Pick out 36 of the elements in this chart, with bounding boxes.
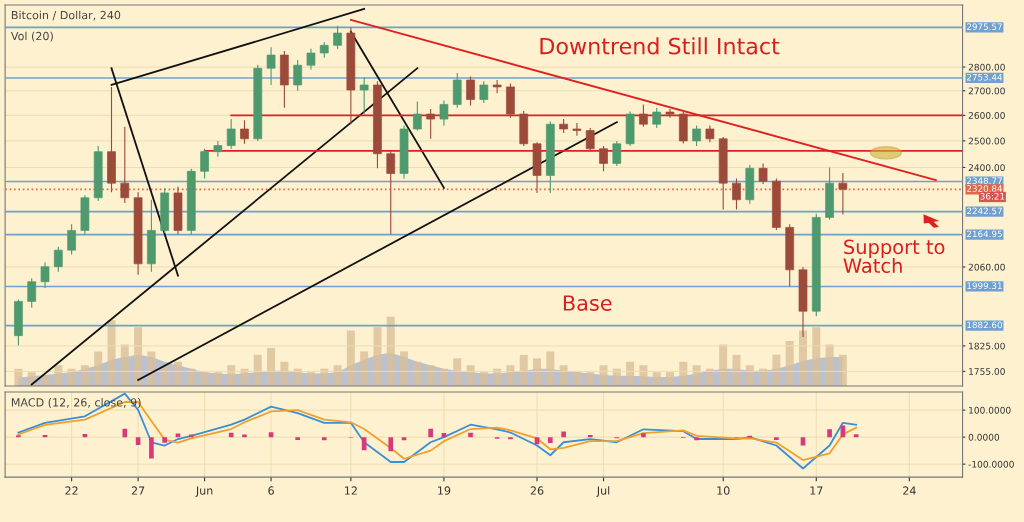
ref-line-label: 2320.84 bbox=[967, 185, 1003, 192]
text: 36:21 bbox=[980, 192, 1005, 200]
y-tick-label: 0.0000 bbox=[968, 433, 1000, 441]
y-tick-label: 2400.00 bbox=[968, 164, 1005, 172]
x-tick-label: 24 bbox=[903, 486, 916, 495]
y-tick-label: 1825.00 bbox=[969, 342, 1005, 350]
ref-line-label: 1999.31 bbox=[967, 282, 1002, 290]
x-tick-label: 19 bbox=[438, 486, 451, 495]
x-tick-label: 12 bbox=[345, 486, 357, 495]
x-tick-label: 10 bbox=[717, 486, 730, 495]
y-tick-label: 2060.00 bbox=[968, 263, 1005, 271]
x-tick-label: 6 bbox=[268, 486, 274, 495]
ref-line-label: 1882.60 bbox=[967, 321, 1002, 329]
chart-title: Bitcoin / Dollar, 240 bbox=[11, 10, 121, 21]
ref-line-label: 2242.57 bbox=[967, 207, 1002, 215]
ref-line-label: 2753.44 bbox=[967, 73, 1003, 81]
annotation: Downtrend Still Intact bbox=[540, 37, 780, 55]
y-tick-label: 1755.00 bbox=[969, 368, 1005, 375]
x-tick-label: 27 bbox=[131, 486, 145, 495]
y-tick-label: 100.0000 bbox=[969, 406, 1011, 414]
ref-line-label: 2164.95 bbox=[967, 230, 1002, 238]
x-tick-label: 17 bbox=[810, 486, 823, 495]
x-tick-label: 26 bbox=[530, 486, 544, 495]
x-tick-label: Jun bbox=[195, 486, 213, 497]
ref-line-label: 2975.57 bbox=[967, 23, 1002, 30]
annotation: Base bbox=[563, 295, 612, 311]
y-tick-label: 2700.00 bbox=[968, 87, 1005, 95]
x-tick-label: 22 bbox=[65, 486, 78, 495]
ref-line-label: 2348.77 bbox=[967, 177, 1002, 185]
y-tick-label: 2600.00 bbox=[968, 112, 1005, 119]
x-tick-label: Jul bbox=[596, 486, 610, 497]
y-tick-label: -100.0000 bbox=[968, 460, 1014, 468]
y-tick-label: 2500.00 bbox=[968, 137, 1005, 145]
y-tick-label: 2800.00 bbox=[968, 63, 1005, 71]
chart-title: Vol (20) bbox=[10, 31, 53, 42]
annotation: Support to Watch bbox=[843, 239, 945, 274]
